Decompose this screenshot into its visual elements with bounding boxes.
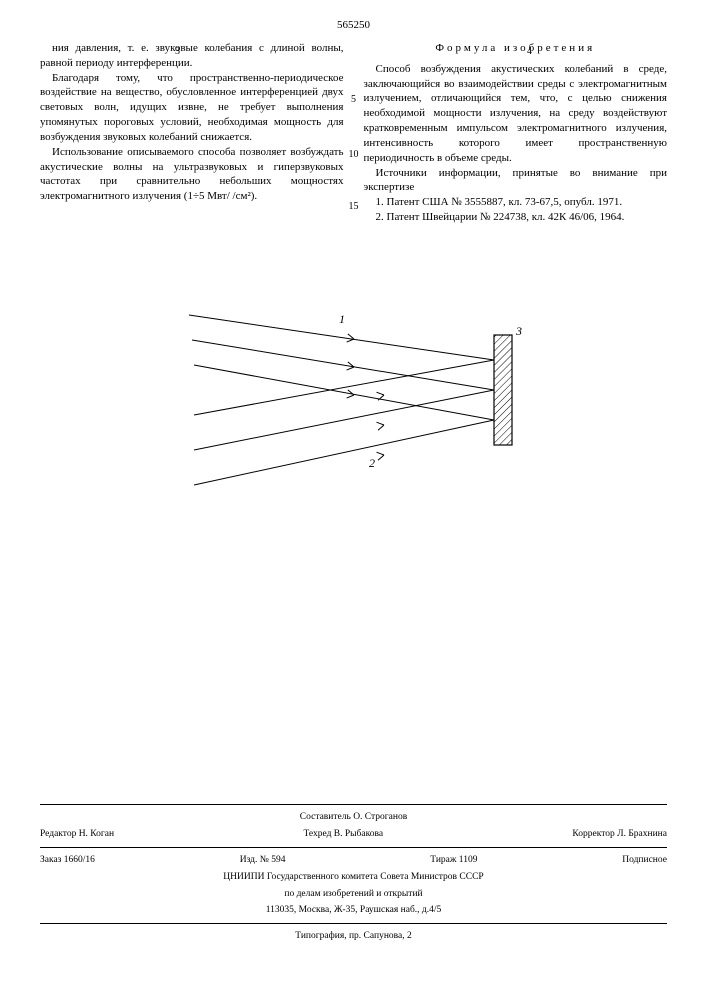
source-2: 2. Патент Швейцарии № 224738, кл. 42К 46… [364,210,668,225]
svg-text:1: 1 [339,312,345,326]
col-number-right: 4 [527,45,532,59]
subscription: Подписное [622,854,667,867]
left-column: ния давления, т. е. звуковые колебания с… [40,41,344,225]
sources-title: Источники информации, принятые во вниман… [364,166,668,196]
col-number-left: 3 [175,45,180,59]
right-column: Формула изобретения Способ возбуждения а… [364,41,668,225]
line-marker-5: 5 [351,93,356,107]
line-marker-10: 10 [349,148,359,162]
compiler: Составитель О. Строганов [40,809,667,826]
typography: Типография, пр. Сапунова, 2 [40,928,667,945]
footer-block: Составитель О. Строганов Редактор Н. Ког… [40,800,667,945]
patent-number: 565250 [0,0,707,41]
right-p1: Способ возбуждения акустических колебани… [364,62,668,166]
source-1: 1. Патент США № 3555887, кл. 73-67,5, оп… [364,195,668,210]
editor: Редактор Н. Коган [40,828,114,841]
diagram-svg: 1 2 3 [154,295,554,525]
text-columns: ния давления, т. е. звуковые колебания с… [0,41,707,225]
techred: Техред В. Рыбакова [303,828,383,841]
line-marker-15: 15 [349,200,359,214]
left-p3: Использование описываемого способа позво… [40,145,344,204]
address: 113035, Москва, Ж-35, Раушская наб., д.4… [40,902,667,919]
org-line-2: по делам изобретений и открытий [40,886,667,903]
edition-number: Изд. № 594 [240,854,286,867]
left-p2: Благодаря тому, что пространственно-пери… [40,71,344,145]
order-number: Заказ 1660/16 [40,854,95,867]
formula-title: Формула изобретения [364,41,668,56]
corrector: Корректор Л. Брахнина [572,828,667,841]
circulation: Тираж 1109 [430,854,477,867]
technical-diagram: 1 2 3 [154,295,554,525]
org-line-1: ЦНИИПИ Государственного комитета Совета … [40,869,667,886]
left-p1: ния давления, т. е. звуковые колебания с… [40,41,344,71]
svg-text:3: 3 [515,324,522,338]
svg-text:2: 2 [369,456,375,470]
